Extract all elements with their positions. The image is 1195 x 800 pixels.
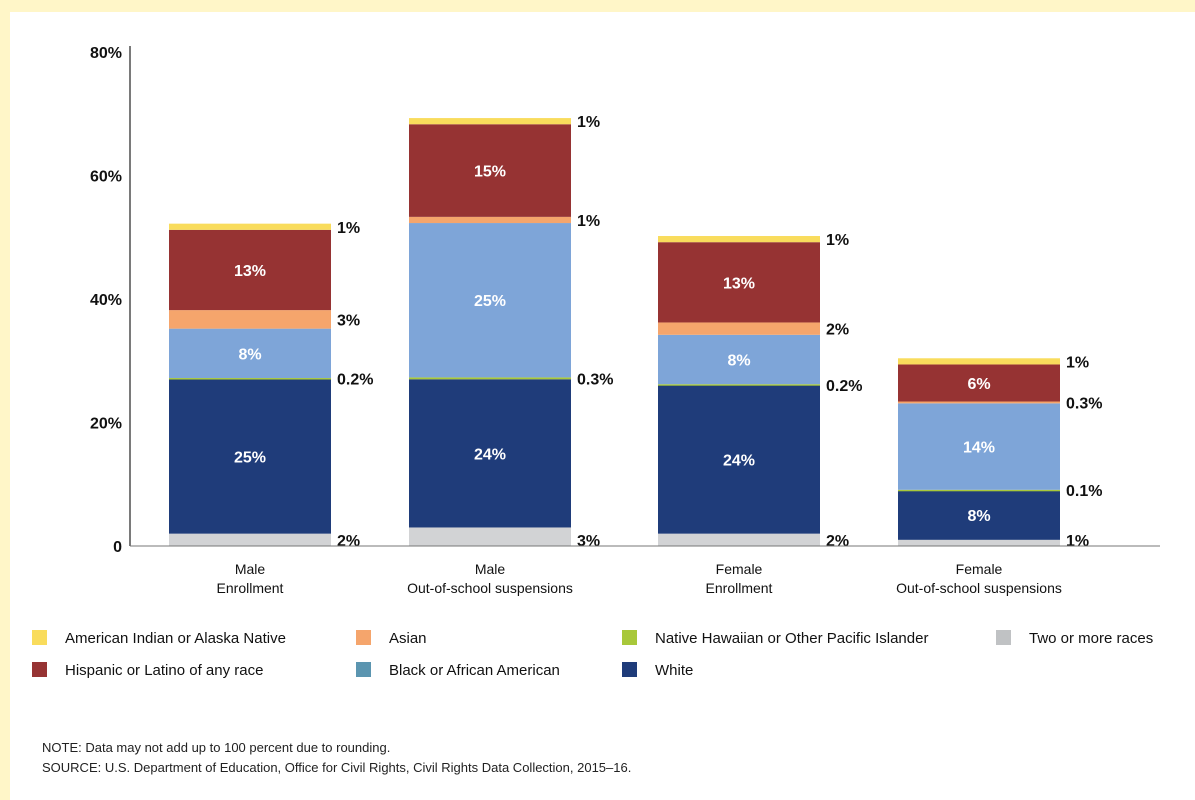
- data-label: 3%: [337, 312, 360, 329]
- bar-segment: [409, 118, 571, 125]
- bar-segment: [169, 379, 331, 534]
- data-label: 25%: [474, 293, 506, 310]
- chart-notes: NOTE: Data may not add up to 100 percent…: [42, 738, 631, 778]
- chart-card: 0 20% 40% 60% 80% 2% 25% 0.2% 8% 3% 13% 1% Male Enrol…: [10, 12, 1195, 800]
- bar-segment: [658, 236, 820, 243]
- data-label: 1%: [337, 220, 360, 237]
- y-tick-label: 60%: [90, 169, 122, 186]
- data-label: 2%: [337, 533, 360, 550]
- data-label: 25%: [234, 449, 266, 466]
- data-label: 2%: [826, 322, 849, 339]
- data-label: 0.3%: [1066, 395, 1102, 412]
- y-tick-label: 20%: [90, 416, 122, 433]
- data-label: 0.3%: [577, 371, 613, 388]
- data-label: 1%: [1066, 354, 1089, 371]
- x-category-label: Enrollment: [706, 580, 773, 596]
- data-label: 8%: [967, 508, 990, 525]
- data-label: 15%: [474, 164, 506, 181]
- data-label: 6%: [967, 376, 990, 393]
- data-label: 1%: [577, 114, 600, 131]
- x-category-label: Enrollment: [217, 580, 284, 596]
- data-label: 1%: [826, 232, 849, 249]
- data-label: 13%: [723, 275, 755, 292]
- data-label: 13%: [234, 263, 266, 280]
- data-label: 8%: [727, 353, 750, 370]
- y-tick-label: 80%: [90, 45, 122, 62]
- bar-segment: [409, 379, 571, 528]
- data-label: 0.2%: [337, 372, 373, 389]
- x-category-label: Male: [235, 561, 266, 577]
- bar-segment: [658, 334, 820, 385]
- stacked-bar-chart: 0 20% 40% 60% 80% 2% 25% 0.2% 8% 3% 13% 1% Male Enrol…: [32, 45, 1160, 679]
- bar-segment: [409, 377, 571, 380]
- legend-swatch: [996, 630, 1011, 645]
- bar-segment: [409, 223, 571, 378]
- bar-segment: [169, 229, 331, 311]
- bar-segment: [658, 385, 820, 534]
- legend-label: Two or more races: [1029, 630, 1153, 647]
- bar-segment: [898, 358, 1060, 365]
- data-label: 1%: [577, 213, 600, 230]
- legend-label: Native Hawaiian or Other Pacific Islande…: [655, 630, 928, 647]
- legend-label: White: [655, 662, 693, 679]
- source-text: SOURCE: U.S. Department of Education, Of…: [42, 760, 632, 775]
- bar-segment: [169, 533, 331, 546]
- data-label: 2%: [826, 533, 849, 550]
- bar-segment: [658, 384, 820, 386]
- data-label: 1%: [1066, 533, 1089, 550]
- data-label: 0.2%: [826, 378, 862, 395]
- x-category-label: Female: [716, 561, 763, 577]
- bar-segment: [409, 527, 571, 546]
- x-category-label: Out-of-school suspensions: [896, 580, 1062, 596]
- legend-label: American Indian or Alaska Native: [65, 630, 286, 647]
- legend-swatch: [622, 630, 637, 645]
- x-category-label: Female: [956, 561, 1003, 577]
- bar-segment: [898, 401, 1060, 404]
- y-tick-label: 0: [113, 539, 122, 556]
- bar-segment: [898, 403, 1060, 490]
- legend-label: Hispanic or Latino of any race: [65, 662, 263, 679]
- bar-segment: [898, 490, 1060, 540]
- bar-segment: [409, 216, 571, 224]
- data-label: 3%: [577, 533, 600, 550]
- data-label: 8%: [238, 346, 261, 363]
- legend-swatch: [32, 630, 47, 645]
- bar-segment: [169, 223, 331, 230]
- bar-segment: [658, 322, 820, 335]
- data-label: 24%: [474, 446, 506, 463]
- data-label: 0.1%: [1066, 483, 1102, 500]
- bar-segment: [898, 539, 1060, 546]
- data-label: 14%: [963, 440, 995, 457]
- note-text: NOTE: Data may not add up to 100 percent…: [42, 740, 391, 755]
- legend-label: Black or African American: [389, 662, 560, 679]
- bar-segment: [898, 489, 1060, 492]
- bar-segment: [898, 364, 1060, 402]
- bar-segment: [409, 124, 571, 217]
- legend-label: Asian: [389, 630, 427, 647]
- legend-swatch: [32, 662, 47, 677]
- y-tick-label: 40%: [90, 292, 122, 309]
- bar-segment: [169, 310, 331, 329]
- legend-swatch: [356, 630, 371, 645]
- legend-swatch: [622, 662, 637, 677]
- x-category-label: Out-of-school suspensions: [407, 580, 573, 596]
- bar-segment: [169, 328, 331, 379]
- legend-swatch: [356, 662, 371, 677]
- bar-segment: [169, 378, 331, 380]
- bar-segment: [658, 242, 820, 323]
- x-category-label: Male: [475, 561, 506, 577]
- data-label: 24%: [723, 453, 755, 470]
- bar-segment: [658, 533, 820, 546]
